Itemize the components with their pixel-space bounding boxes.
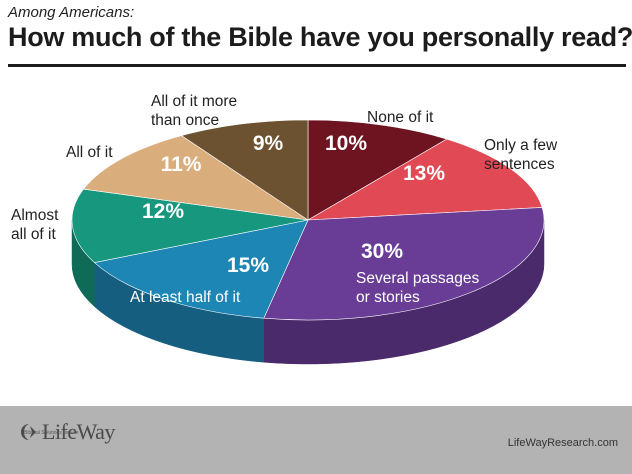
category-label-almost-all-of-it: Almost all of it bbox=[11, 207, 59, 243]
pie-slice-several-passages-or-stories bbox=[263, 207, 545, 321]
lifeway-logo-icon bbox=[21, 424, 36, 440]
pie-side-walls bbox=[71, 219, 545, 365]
footer: LifeWay Biblical Solutions for Life Life… bbox=[0, 406, 632, 474]
value-label-almost-all-of-it: 12% bbox=[142, 200, 184, 223]
value-label-all-of-it-more-than-once: 9% bbox=[253, 132, 284, 155]
lifeway-logo: LifeWay bbox=[18, 421, 115, 443]
category-label-all-of-it: All of it bbox=[66, 144, 113, 161]
slice-category-labels: None of it Only a few sentences Several pas… bbox=[11, 93, 558, 306]
pie-slice-all-of-it bbox=[82, 135, 309, 221]
chart-title: How much of the Bible have you personall… bbox=[8, 22, 632, 52]
pie-slice-almost-all-of-it bbox=[71, 188, 309, 263]
chart-subtitle: Among Americans: bbox=[8, 4, 135, 21]
value-label-all-of-it: 11% bbox=[161, 153, 202, 176]
category-label-several-passages-or-stories: Several passages or stories bbox=[356, 270, 479, 306]
category-label-only-a-few-sentences: Only a few sentences bbox=[484, 137, 558, 173]
value-label-several-passages-or-stories: 30% bbox=[361, 240, 403, 263]
value-label-none-of-it: 10% bbox=[325, 132, 367, 155]
category-label-none-of-it: None of it bbox=[367, 109, 434, 126]
logo-tagline: Biblical Solutions for Life bbox=[24, 430, 79, 436]
pie-slice-only-a-few-sentences bbox=[307, 138, 543, 221]
category-label-at-least-half-of-it: At least half of it bbox=[130, 289, 241, 306]
logo-text: LifeWay bbox=[42, 419, 115, 444]
pie-slice-all-of-it-more-than-once bbox=[180, 119, 309, 221]
pie-slice-at-least-half-of-it bbox=[93, 219, 309, 319]
pie-chart: 10% 13% 30% 15% 12% 11% 9% None of it Only a few… bbox=[11, 93, 558, 365]
pie-slices bbox=[71, 119, 545, 321]
title-underline bbox=[8, 64, 626, 67]
slice-value-labels: 10% 13% 30% 15% 12% 11% 9% bbox=[142, 132, 445, 277]
category-label-all-of-it-more-than-once: All of it more than once bbox=[151, 93, 237, 129]
website-link[interactable]: LifeWayResearch.com bbox=[507, 437, 618, 449]
pie-slice-none-of-it bbox=[307, 119, 448, 221]
value-label-at-least-half-of-it: 15% bbox=[227, 254, 269, 277]
value-label-only-a-few-sentences: 13% bbox=[403, 162, 445, 185]
